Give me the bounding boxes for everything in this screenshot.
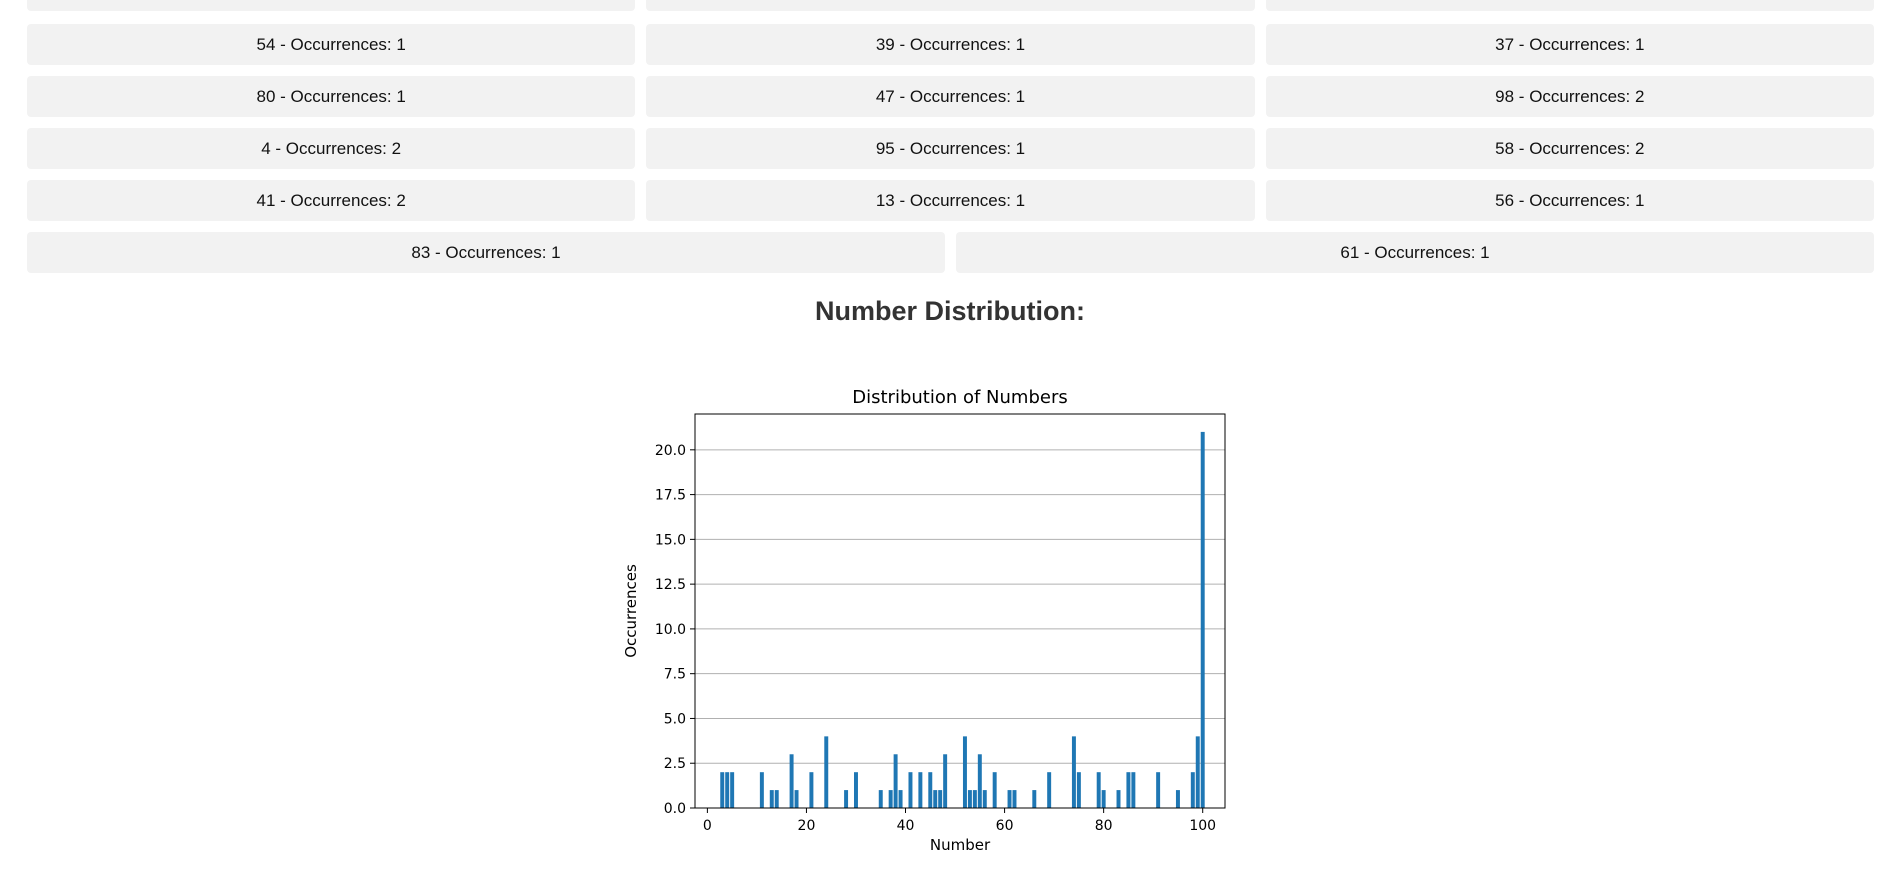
number-card: 61 - Occurrences: 1 <box>956 232 1874 273</box>
bar <box>1101 790 1106 808</box>
bar <box>1071 736 1076 808</box>
x-tick-label: 60 <box>996 818 1014 834</box>
y-axis-label: Occurrences <box>622 564 640 658</box>
bar <box>918 772 923 808</box>
x-tick-label: 40 <box>897 818 915 834</box>
bar <box>1116 790 1121 808</box>
bar <box>1156 772 1161 808</box>
bar <box>1200 431 1205 808</box>
bar <box>730 772 735 808</box>
number-card-grid-last-row: 83 - Occurrences: 1 61 - Occurrences: 1 <box>27 232 1874 273</box>
bar <box>769 790 774 808</box>
y-tick-label: 0.0 <box>664 801 686 817</box>
bar <box>992 772 997 808</box>
y-tick-label: 7.5 <box>664 667 686 683</box>
bar <box>759 772 764 808</box>
number-card: 83 - Occurrences: 1 <box>27 232 945 273</box>
bar <box>789 754 794 808</box>
number-card <box>27 0 636 11</box>
number-card: 37 - Occurrences: 1 <box>1265 24 1874 65</box>
bar <box>928 772 933 808</box>
y-tick-label: 10.0 <box>655 622 686 638</box>
y-tick-label: 2.5 <box>664 756 686 772</box>
bar <box>720 772 725 808</box>
bar <box>893 754 898 808</box>
bar <box>1131 772 1136 808</box>
y-tick-label: 15.0 <box>655 532 686 548</box>
number-card: 4 - Occurrences: 2 <box>27 128 636 169</box>
bar <box>938 790 943 808</box>
number-card: 58 - Occurrences: 2 <box>1265 128 1874 169</box>
bar <box>982 790 987 808</box>
bar <box>977 754 982 808</box>
number-card: 98 - Occurrences: 2 <box>1265 76 1874 117</box>
number-card <box>646 0 1255 11</box>
bar <box>1007 790 1012 808</box>
number-card: 47 - Occurrences: 1 <box>646 76 1255 117</box>
bar <box>1012 790 1017 808</box>
bar <box>1076 772 1081 808</box>
bar <box>854 772 858 808</box>
x-tick-label: 0 <box>703 818 712 834</box>
partial-card-row <box>27 0 1874 11</box>
bar <box>794 790 799 808</box>
chart-title: Distribution of Numbers <box>852 387 1068 408</box>
bar <box>888 790 893 808</box>
bar <box>844 790 849 808</box>
bar <box>908 772 913 808</box>
plot-frame <box>694 413 1226 809</box>
bar <box>809 772 814 808</box>
y-tick-label: 20.0 <box>655 443 686 459</box>
number-card: 56 - Occurrences: 1 <box>1265 180 1874 221</box>
number-card-grid: 54 - Occurrences: 1 39 - Occurrences: 1 … <box>27 24 1874 221</box>
x-tick-label: 100 <box>1189 818 1216 834</box>
bar <box>972 790 977 808</box>
y-tick-label: 17.5 <box>655 488 686 504</box>
bar <box>878 790 883 808</box>
bar <box>933 790 938 808</box>
number-card <box>1265 0 1874 11</box>
bar <box>1175 790 1180 808</box>
bar <box>1195 736 1200 808</box>
x-axis-label: Number <box>930 836 991 854</box>
bar <box>1096 772 1101 808</box>
number-card: 41 - Occurrences: 2 <box>27 180 636 221</box>
section-title: Number Distribution: <box>815 296 1085 326</box>
bar <box>1032 790 1037 808</box>
bar <box>943 754 948 808</box>
x-tick-label: 20 <box>798 818 816 834</box>
bar <box>967 790 972 808</box>
bar <box>1126 772 1131 808</box>
number-card: 54 - Occurrences: 1 <box>27 24 636 65</box>
number-card: 95 - Occurrences: 1 <box>646 128 1255 169</box>
distribution-chart: 0.0 2.5 5.0 7.5 10.0 12.5 15.0 17.5 20.0 0 20 40 60 8… <box>622 387 1226 854</box>
y-tick-label: 5.0 <box>664 711 686 727</box>
number-card: 13 - Occurrences: 1 <box>646 180 1255 221</box>
bar <box>774 790 779 808</box>
bar <box>824 736 829 808</box>
bar <box>725 772 730 808</box>
number-card: 80 - Occurrences: 1 <box>27 76 636 117</box>
bar <box>1047 772 1052 808</box>
y-tick-label: 12.5 <box>655 577 686 593</box>
bar <box>898 790 903 808</box>
number-card: 39 - Occurrences: 1 <box>646 24 1255 65</box>
x-tick-label: 80 <box>1095 818 1113 834</box>
bar <box>1190 772 1195 808</box>
bar <box>962 736 967 808</box>
